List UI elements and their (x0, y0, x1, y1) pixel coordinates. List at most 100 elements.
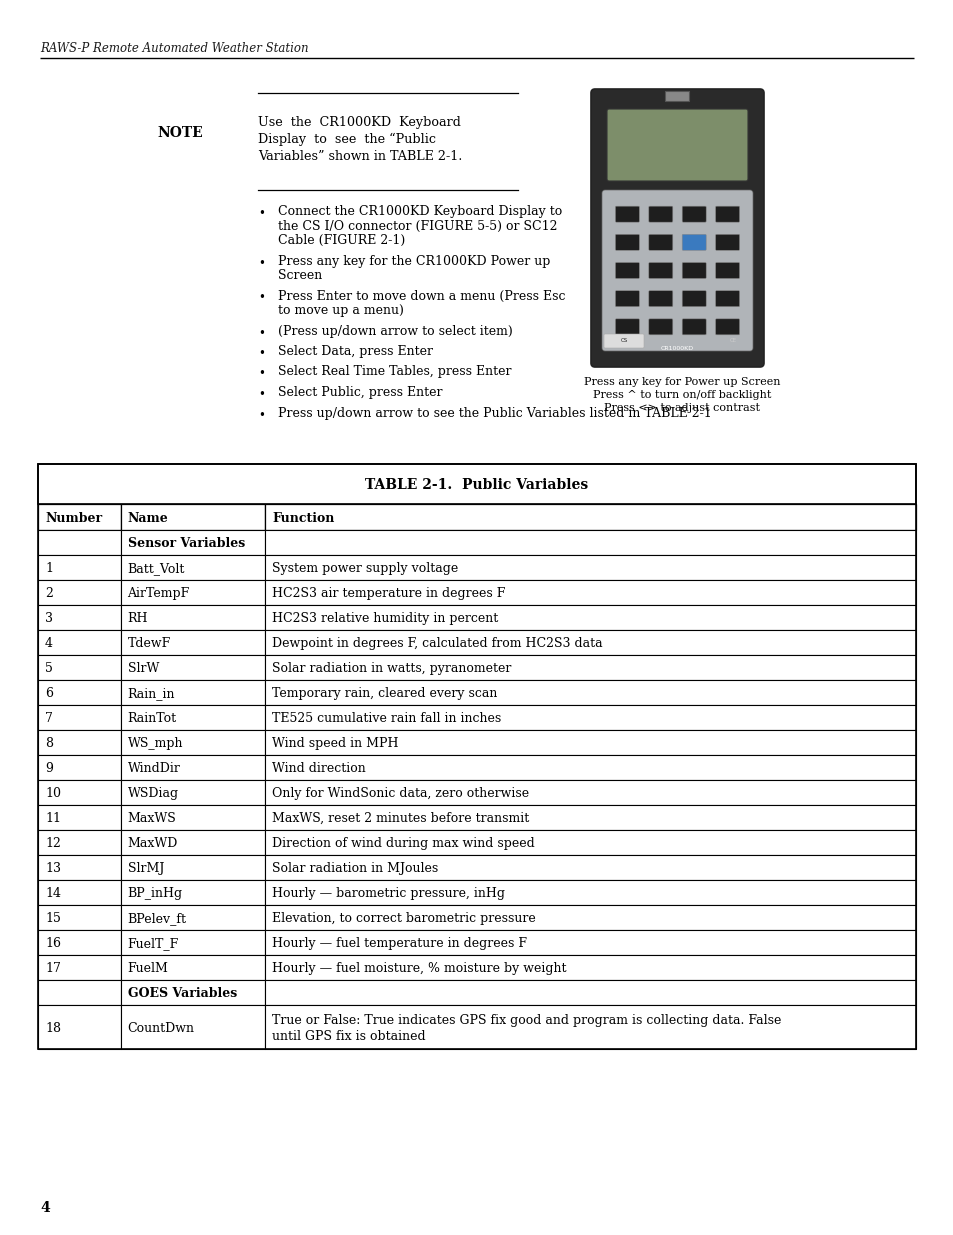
Text: Variables” shown in TABLE 2-1.: Variables” shown in TABLE 2-1. (257, 149, 462, 163)
FancyBboxPatch shape (715, 206, 739, 222)
Text: Press up/down arrow to see the Public Variables listed in TABLE 2-1: Press up/down arrow to see the Public Va… (277, 406, 711, 420)
FancyBboxPatch shape (615, 235, 639, 251)
Bar (120, 805, 265, 830)
FancyBboxPatch shape (681, 206, 705, 222)
Bar (38, 981, 120, 1005)
Text: Batt_Volt: Batt_Volt (128, 562, 185, 576)
Text: System power supply voltage: System power supply voltage (273, 562, 458, 576)
Text: 8: 8 (45, 737, 53, 750)
Text: •: • (257, 291, 265, 305)
Bar (265, 555, 915, 580)
Bar (38, 805, 120, 830)
Bar (38, 555, 120, 580)
Text: Rain_in: Rain_in (128, 687, 174, 700)
Bar (38, 781, 120, 805)
FancyBboxPatch shape (715, 319, 739, 335)
Text: Only for WindSonic data, zero otherwise: Only for WindSonic data, zero otherwise (273, 787, 529, 800)
Bar (120, 730, 265, 755)
Text: to move up a menu): to move up a menu) (277, 304, 403, 317)
Bar (265, 605, 915, 630)
Bar (265, 1005, 915, 1049)
Text: Display  to  see  the “Public: Display to see the “Public (257, 133, 436, 146)
FancyBboxPatch shape (615, 290, 639, 306)
Text: WindDir: WindDir (128, 762, 180, 776)
Text: BP_inHg: BP_inHg (128, 887, 182, 900)
Text: Direction of wind during max wind speed: Direction of wind during max wind speed (273, 837, 535, 850)
Text: CR1000KD: CR1000KD (660, 347, 694, 352)
Bar (265, 630, 915, 655)
Bar (265, 781, 915, 805)
Text: HC2S3 air temperature in degrees F: HC2S3 air temperature in degrees F (273, 587, 505, 600)
Text: CE: CE (729, 338, 737, 343)
Text: Wind speed in MPH: Wind speed in MPH (273, 737, 398, 750)
Text: 3: 3 (45, 613, 53, 625)
FancyBboxPatch shape (681, 263, 705, 279)
Bar (120, 530, 265, 555)
Text: AirTempF: AirTempF (128, 587, 190, 600)
Bar (120, 555, 265, 580)
Bar (120, 981, 265, 1005)
Text: (Press up/down arrow to select item): (Press up/down arrow to select item) (277, 325, 512, 337)
Text: 4: 4 (45, 637, 53, 650)
Text: Elevation, to correct barometric pressure: Elevation, to correct barometric pressur… (273, 911, 536, 925)
Text: GOES Variables: GOES Variables (128, 987, 236, 1000)
Text: Hourly — fuel moisture, % moisture by weight: Hourly — fuel moisture, % moisture by we… (273, 962, 566, 974)
FancyBboxPatch shape (648, 235, 672, 251)
Bar (265, 981, 915, 1005)
Bar (265, 830, 915, 855)
Bar (120, 830, 265, 855)
Text: 15: 15 (45, 911, 61, 925)
Text: BPelev_ft: BPelev_ft (128, 911, 187, 925)
Text: Dewpoint in degrees F, calculated from HC2S3 data: Dewpoint in degrees F, calculated from H… (273, 637, 602, 650)
Text: the CS I/O connector (FIGURE 5-5) or SC12: the CS I/O connector (FIGURE 5-5) or SC1… (277, 220, 557, 232)
Bar (38, 855, 120, 881)
Bar (265, 680, 915, 705)
Text: Select Data, press Enter: Select Data, press Enter (277, 345, 433, 358)
Bar (38, 630, 120, 655)
Text: CountDwn: CountDwn (128, 1021, 194, 1035)
Text: TdewF: TdewF (128, 637, 171, 650)
Bar (120, 1005, 265, 1049)
Text: SlrMJ: SlrMJ (128, 862, 164, 876)
Text: 9: 9 (45, 762, 52, 776)
Text: Hourly — fuel temperature in degrees F: Hourly — fuel temperature in degrees F (273, 937, 527, 950)
Text: 18: 18 (45, 1021, 61, 1035)
Bar (120, 705, 265, 730)
Bar (120, 955, 265, 981)
Bar (265, 504, 915, 530)
Bar (265, 881, 915, 905)
FancyBboxPatch shape (681, 290, 705, 306)
Text: 11: 11 (45, 811, 61, 825)
Text: RH: RH (128, 613, 148, 625)
FancyBboxPatch shape (590, 89, 763, 367)
Text: •: • (257, 207, 265, 220)
Bar (38, 605, 120, 630)
Text: Solar radiation in watts, pyranometer: Solar radiation in watts, pyranometer (273, 662, 511, 676)
Text: WSDiag: WSDiag (128, 787, 178, 800)
Bar (120, 605, 265, 630)
FancyBboxPatch shape (715, 290, 739, 306)
Text: 16: 16 (45, 937, 61, 950)
Text: Press any key for Power up Screen: Press any key for Power up Screen (583, 377, 780, 387)
Bar (38, 955, 120, 981)
Bar (265, 705, 915, 730)
Text: Press any key for the CR1000KD Power up: Press any key for the CR1000KD Power up (277, 254, 550, 268)
Text: Connect the CR1000KD Keyboard Display to: Connect the CR1000KD Keyboard Display to (277, 205, 561, 219)
Bar (38, 730, 120, 755)
Text: Press ^ to turn on/off backlight: Press ^ to turn on/off backlight (593, 390, 771, 400)
FancyBboxPatch shape (648, 319, 672, 335)
Bar (120, 580, 265, 605)
Text: Screen: Screen (277, 269, 322, 282)
Text: CS: CS (619, 338, 627, 343)
Text: 13: 13 (45, 862, 61, 876)
Text: 5: 5 (45, 662, 52, 676)
Text: Solar radiation in MJoules: Solar radiation in MJoules (273, 862, 438, 876)
Bar (38, 881, 120, 905)
Text: TABLE 2-1.  Public Variables: TABLE 2-1. Public Variables (365, 478, 588, 492)
Text: FuelT_F: FuelT_F (128, 937, 178, 950)
Bar (265, 930, 915, 955)
FancyBboxPatch shape (601, 190, 752, 351)
Bar (120, 930, 265, 955)
Bar (265, 530, 915, 555)
Bar (38, 905, 120, 930)
